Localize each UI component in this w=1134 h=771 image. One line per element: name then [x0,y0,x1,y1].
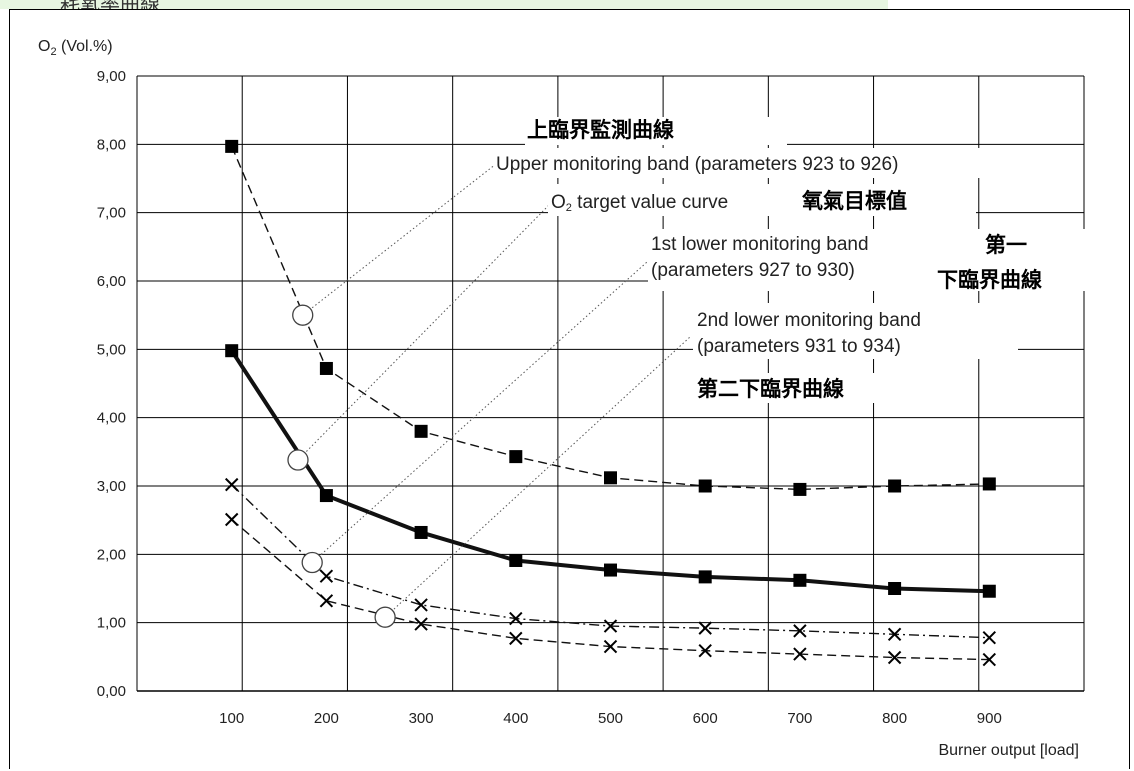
x-tick-labels: 100 200 300 400 500 600 700 800 900 [219,710,1002,727]
series-line-4 [231,518,990,661]
data-point-square [319,489,333,503]
y-tick-label: 4,00 [97,410,126,427]
data-point-square [888,582,902,595]
y-tick-label: 2,00 [97,546,126,563]
annotation-target-curve: O2 target value curve [551,192,728,214]
callout-circle [374,606,396,628]
annotation-bg-5 [693,303,1018,359]
x-tick-label: 500 [598,710,623,727]
data-point-x [698,621,712,635]
callout-circles [287,304,396,628]
x-axis-label: Burner output [load] [938,742,1079,759]
annotation-bg-1 [525,117,787,145]
data-point-square [414,424,428,438]
annotation-2nd-lower-cjk: 第二下臨界曲線 [697,377,844,401]
x-tick-label: 600 [693,710,718,727]
data-point-x [414,617,428,631]
y-tick-labels: 0,00 1,00 2,00 3,00 4,00 5,00 6,00 7,00 8,00 9,00 [97,68,126,700]
leader-line [384,336,691,618]
data-point-x [509,611,523,626]
annotation-1st-lower-cjk-b: 下臨界曲線 [937,268,1042,292]
data-point-x [224,477,239,492]
data-point-x [793,647,807,661]
data-point-x [224,512,239,527]
data-point-x [887,627,902,641]
y-tick-label: 3,00 [97,478,126,495]
annotation-bg-6 [693,373,933,403]
data-point-x [319,594,334,608]
data-point-square [225,139,239,153]
data-point-square [509,450,523,464]
y-tick-label: 9,00 [97,68,126,85]
leader-lines [297,163,691,618]
annotation-bg-2 [494,148,1059,178]
chart-frame [9,9,1130,769]
data-point-x [698,643,712,658]
annotation-bg-4 [648,229,1105,291]
leader-line [311,261,648,563]
callout-circle [292,304,314,326]
y-tick-label: 8,00 [97,136,126,153]
data-point-x [509,631,523,646]
data-point-square [319,361,333,375]
data-point-square [888,479,902,493]
data-point-x [319,569,334,583]
annotation-target-cjk: 氧氣目標值 [802,189,907,213]
data-point-square [509,553,523,567]
x-tick-label: 300 [409,710,434,727]
y-tick-label: 1,00 [97,615,126,632]
y-tick-label: 6,00 [97,273,126,290]
y-tick-label: 7,00 [97,205,126,222]
data-point-x [603,619,618,633]
leader-line [297,202,552,461]
data-point-square [698,570,712,584]
data-point-square [982,584,996,598]
data-point-x [793,624,807,638]
x-tick-label: 800 [882,710,907,727]
y-tick-label: 0,00 [97,683,126,700]
x-tick-label: 200 [314,710,339,727]
data-point-x [414,598,428,612]
x-tick-label: 700 [787,710,812,727]
data-point-x [603,639,618,654]
annotation-upper-band: Upper monitoring band (parameters 923 to… [496,154,898,175]
data-point-square [414,525,428,539]
data-point-square [604,471,617,485]
x-tick-label: 100 [219,710,244,727]
annotation-bg-3 [548,184,976,216]
data-point-x [982,652,997,667]
annotation-upper-cjk: 上臨界監測曲線 [527,118,674,142]
annotation-1st-lower-cjk-a: 第一 [985,233,1027,257]
data-point-x [982,630,997,645]
series [224,139,997,667]
annotation-2nd-lower-params: (parameters 931 to 934) [697,336,901,357]
data-point-x [887,650,902,665]
top-banner-text: 耗氧率曲線 [60,0,160,9]
leader-line [302,163,497,316]
data-point-square [982,477,996,491]
y-tick-label: 5,00 [97,341,126,358]
y-axis-label: O2 (Vol.%) [38,38,113,58]
data-point-square [793,482,807,496]
x-tick-label: 400 [503,710,528,727]
annotation-2nd-lower-band: 2nd lower monitoring band [697,310,921,331]
data-point-square [225,344,239,358]
annotation-1st-lower-band: 1st lower monitoring band [651,234,869,255]
callout-circle [287,449,309,471]
data-point-square [793,573,807,587]
x-tick-label: 900 [977,710,1002,727]
data-point-square [604,563,617,577]
data-point-square [698,479,712,493]
series-line-3 [231,484,990,639]
top-banner: 耗氧率曲線 [0,0,888,9]
annotation-1st-lower-params: (parameters 927 to 930) [651,260,855,281]
callout-circle [301,551,323,574]
